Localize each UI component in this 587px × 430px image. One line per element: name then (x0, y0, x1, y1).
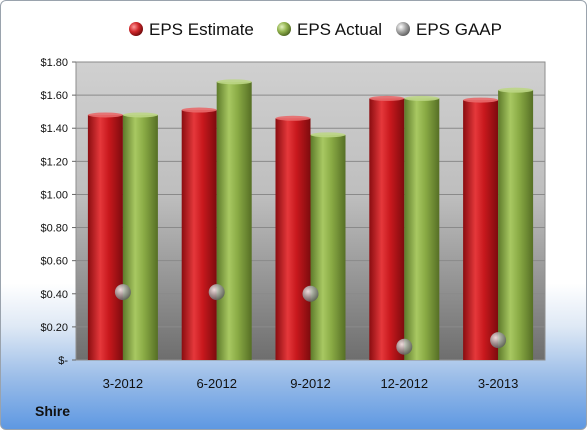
bar-eps-estimate-top (181, 107, 217, 113)
gaap-markers (114, 284, 507, 355)
bars (87, 79, 534, 361)
bar-eps-actual-top (310, 132, 346, 138)
marker-eps-gaap (302, 285, 319, 302)
bar-eps-actual (498, 90, 534, 361)
bar-eps-estimate-top (87, 112, 123, 118)
legend-item-eps-estimate: EPS Estimate (129, 20, 254, 39)
bar-eps-estimate (463, 100, 499, 361)
legend-swatch-eps-actual (277, 22, 291, 36)
y-axis-ticks: $- $0.20 $0.40 $0.60 $0.80 $1.00 $1.20 $1.40 $1.… (40, 57, 76, 367)
marker-eps-gaap (396, 338, 413, 355)
marker-eps-gaap (208, 284, 225, 301)
x-tick-label: 6-2012 (196, 376, 236, 391)
y-tick-label: $0.40 (40, 289, 68, 301)
bar-eps-actual (122, 114, 158, 360)
bar-eps-actual (310, 134, 346, 360)
bar-eps-actual-top (216, 79, 252, 85)
bar-eps-actual-top (498, 87, 534, 93)
bar-eps-actual (216, 81, 252, 360)
bar-eps-estimate (181, 110, 217, 360)
y-tick-label: $1.20 (40, 156, 68, 168)
legend-swatch-eps-estimate (129, 22, 143, 36)
bar-eps-actual-top (404, 95, 440, 101)
legend-item-eps-actual: EPS Actual (277, 20, 382, 39)
x-tick-label: 3-2012 (103, 376, 143, 391)
company-name: Shire (35, 403, 71, 419)
y-tick-label: $0.60 (40, 256, 68, 268)
legend-item-eps-gaap: EPS GAAP (396, 20, 502, 39)
x-axis-labels: 3-2012 6-2012 9-2012 12-2012 3-2013 (103, 376, 519, 391)
bar-eps-actual-top (122, 112, 158, 118)
x-tick-label: 9-2012 (290, 376, 330, 391)
bar-eps-estimate (275, 118, 311, 361)
bar-eps-estimate-top (275, 115, 311, 121)
bar-eps-estimate-top (369, 95, 405, 101)
bar-eps-estimate (369, 98, 405, 360)
y-tick-label: $1.40 (40, 123, 68, 135)
marker-eps-gaap (490, 332, 507, 349)
legend-label-eps-gaap: EPS GAAP (416, 20, 502, 39)
y-tick-label: $1.60 (40, 90, 68, 102)
legend-swatch-eps-gaap (396, 22, 410, 36)
bar-eps-actual (404, 98, 440, 360)
y-tick-label: $- (58, 355, 68, 367)
legend: EPS Estimate EPS Actual EPS GAAP (129, 20, 502, 39)
x-tick-label: 3-2013 (478, 376, 518, 391)
y-tick-label: $0.20 (40, 322, 68, 334)
legend-label-eps-estimate: EPS Estimate (149, 20, 254, 39)
legend-label-eps-actual: EPS Actual (297, 20, 382, 39)
y-tick-label: $0.80 (40, 223, 68, 235)
bar-eps-estimate-top (463, 97, 499, 103)
y-tick-label: $1.00 (40, 189, 68, 201)
bar-eps-estimate (87, 114, 123, 360)
marker-eps-gaap (114, 284, 131, 301)
x-tick-label: 12-2012 (380, 376, 428, 391)
y-tick-label: $1.80 (40, 57, 68, 69)
